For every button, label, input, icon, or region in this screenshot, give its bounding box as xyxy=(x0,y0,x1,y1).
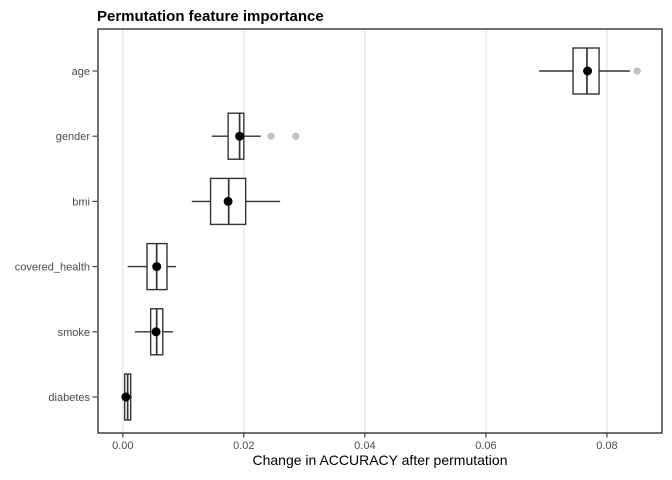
y-tick-label: smoke xyxy=(58,327,90,339)
y-tick-label: age xyxy=(72,66,90,78)
x-tick-label: 0.08 xyxy=(596,440,617,452)
x-axis-title: Change in ACCURACY after permutation xyxy=(253,452,508,468)
outlier-point xyxy=(633,67,641,75)
boxplot-bmi xyxy=(191,177,281,226)
axes-layer: 0.00 0.02 0.04 0.06 0.08 age gender bmi covered_… xyxy=(15,66,618,452)
boxes-layer xyxy=(121,47,641,421)
mean-dot xyxy=(121,392,131,402)
gridline-layer xyxy=(122,29,608,433)
y-tick-label: bmi xyxy=(72,196,90,208)
mean-dot xyxy=(151,327,161,337)
boxplot-gender xyxy=(211,112,300,160)
panel-border-layer xyxy=(97,28,663,434)
plot-title: Permutation feature importance xyxy=(97,8,324,25)
boxplot-age xyxy=(539,47,641,95)
panel-layer xyxy=(98,29,662,433)
x-tick-label: 0.06 xyxy=(475,440,496,452)
y-tick-label: covered_health xyxy=(15,262,90,274)
panel-border xyxy=(97,28,663,434)
y-tick-label: diabetes xyxy=(48,392,90,404)
x-tick-label: 0.04 xyxy=(354,440,375,452)
x-tick-label: 0.00 xyxy=(112,440,133,452)
outlier-point xyxy=(292,132,300,140)
mean-dot xyxy=(223,196,233,206)
boxplot-covered_health xyxy=(127,242,177,291)
panel-background xyxy=(98,29,662,433)
boxplot-diabetes xyxy=(121,373,132,421)
boxplot-smoke xyxy=(134,308,174,356)
x-tick-label: 0.02 xyxy=(233,440,254,452)
mean-dot xyxy=(583,66,593,76)
y-tick-label: gender xyxy=(56,131,91,143)
outlier-point xyxy=(267,132,275,140)
mean-dot xyxy=(152,262,162,272)
mean-dot xyxy=(235,131,245,141)
